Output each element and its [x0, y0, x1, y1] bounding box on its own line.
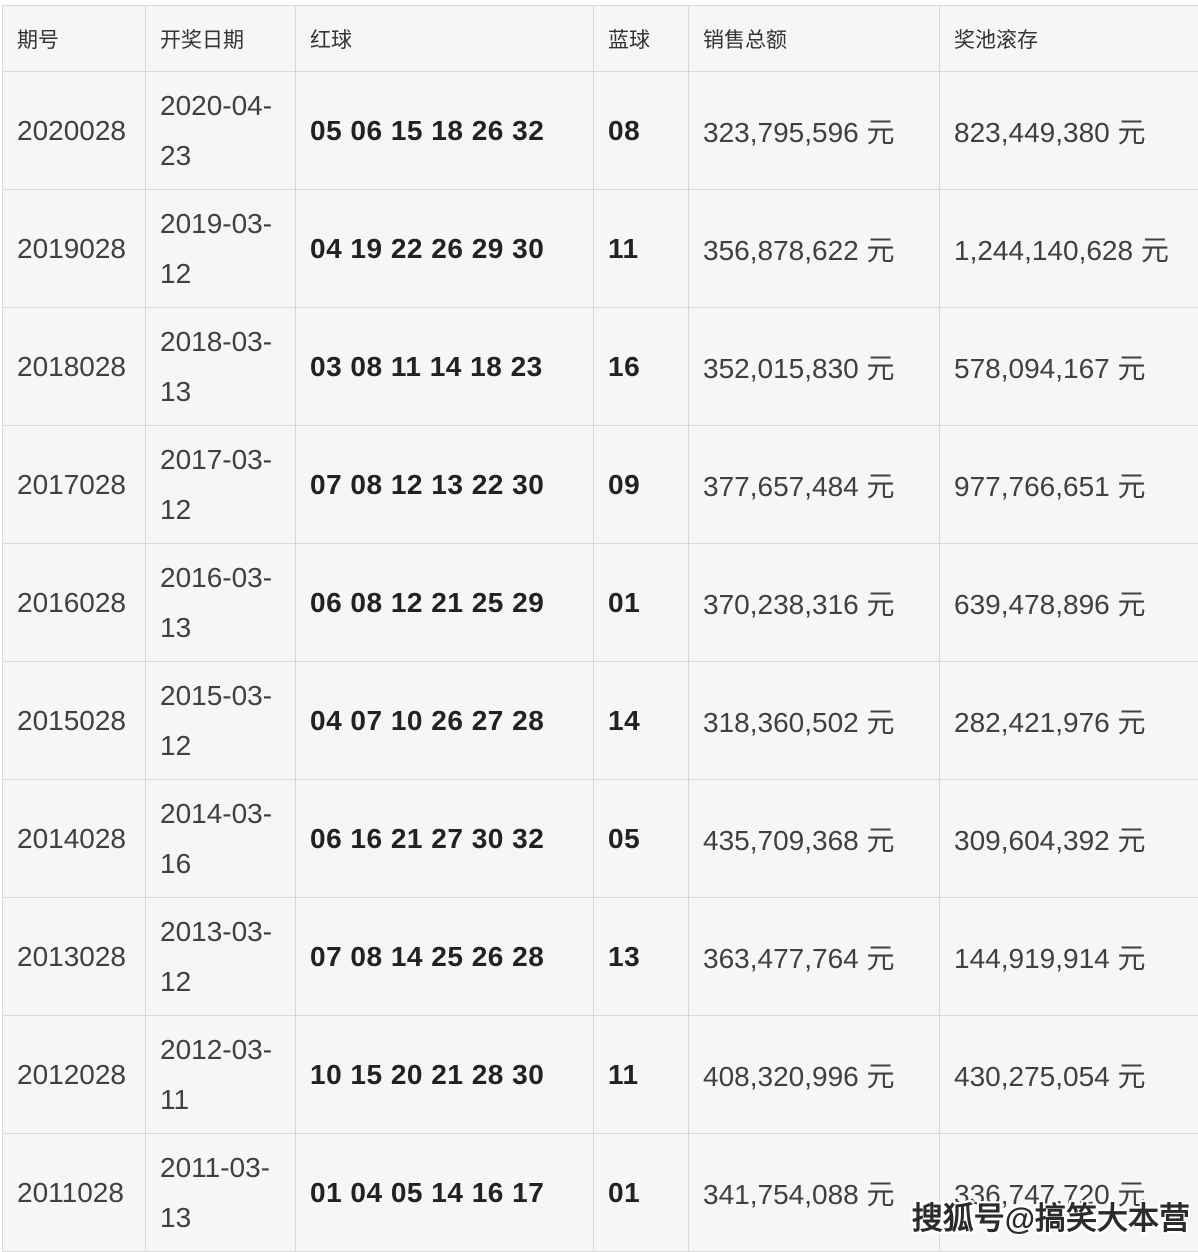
- cell-sales-total: 352,015,830 元: [689, 308, 940, 426]
- cell-red-balls: 05 06 15 18 26 32: [296, 72, 594, 190]
- cell-jackpot-rollover: 578,094,167 元: [940, 308, 1198, 426]
- cell-blue-ball: 16: [594, 308, 689, 426]
- cell-blue-ball: 05: [594, 780, 689, 898]
- cell-period: 2012028: [3, 1016, 146, 1134]
- cell-blue-ball: 09: [594, 426, 689, 544]
- cell-jackpot-rollover: 430,275,054 元: [940, 1016, 1198, 1134]
- cell-red-balls: 04 07 10 26 27 28: [296, 662, 594, 780]
- cell-date: 2018-03-13: [146, 308, 296, 426]
- cell-sales-total: 318,360,502 元: [689, 662, 940, 780]
- col-header-period: 期号: [3, 6, 146, 72]
- cell-period: 2020028: [3, 72, 146, 190]
- cell-sales-total: 377,657,484 元: [689, 426, 940, 544]
- cell-date: 2012-03-11: [146, 1016, 296, 1134]
- col-header-red-balls: 红球: [296, 6, 594, 72]
- cell-jackpot-rollover: 309,604,392 元: [940, 780, 1198, 898]
- cell-date: 2013-03-12: [146, 898, 296, 1016]
- cell-sales-total: 435,709,368 元: [689, 780, 940, 898]
- cell-red-balls: 07 08 12 13 22 30: [296, 426, 594, 544]
- col-header-draw-date: 开奖日期: [146, 6, 296, 72]
- cell-date: 2019-03-12: [146, 190, 296, 308]
- cell-date: 2016-03-13: [146, 544, 296, 662]
- cell-blue-ball: 08: [594, 72, 689, 190]
- cell-blue-ball: 13: [594, 898, 689, 1016]
- header-row: 期号 开奖日期 红球 蓝球 销售总额 奖池滚存: [3, 6, 1198, 72]
- cell-period: 2014028: [3, 780, 146, 898]
- cell-red-balls: 06 08 12 21 25 29: [296, 544, 594, 662]
- cell-red-balls: 04 19 22 26 29 30: [296, 190, 594, 308]
- cell-date: 2017-03-12: [146, 426, 296, 544]
- col-header-jackpot-rollover: 奖池滚存: [940, 6, 1198, 72]
- cell-red-balls: 10 15 20 21 28 30: [296, 1016, 594, 1134]
- cell-jackpot-rollover: 144,919,914 元: [940, 898, 1198, 1016]
- col-header-sales-total: 销售总额: [689, 6, 940, 72]
- cell-period: 2016028: [3, 544, 146, 662]
- cell-jackpot-rollover: 823,449,380 元: [940, 72, 1198, 190]
- cell-red-balls: 06 16 21 27 30 32: [296, 780, 594, 898]
- cell-sales-total: 370,238,316 元: [689, 544, 940, 662]
- cell-blue-ball: 14: [594, 662, 689, 780]
- cell-sales-total: 323,795,596 元: [689, 72, 940, 190]
- cell-period: 2018028: [3, 308, 146, 426]
- cell-sales-total: 408,320,996 元: [689, 1016, 940, 1134]
- cell-jackpot-rollover: 977,766,651 元: [940, 426, 1198, 544]
- cell-period: 2015028: [3, 662, 146, 780]
- cell-blue-ball: 01: [594, 544, 689, 662]
- cell-blue-ball: 11: [594, 1016, 689, 1134]
- cell-date: 2020-04-23: [146, 72, 296, 190]
- watermark: 搜狐号@搞笑大本营: [912, 1193, 1190, 1238]
- cell-period: 2017028: [3, 426, 146, 544]
- cell-red-balls: 03 08 11 14 18 23: [296, 308, 594, 426]
- cell-jackpot-rollover: 1,244,140,628 元: [940, 190, 1198, 308]
- cell-jackpot-rollover: 639,478,896 元: [940, 544, 1198, 662]
- cell-date: 2015-03-12: [146, 662, 296, 780]
- cell-sales-total: 363,477,764 元: [689, 898, 940, 1016]
- col-header-blue-ball: 蓝球: [594, 6, 689, 72]
- cell-red-balls: 07 08 14 25 26 28: [296, 898, 594, 1016]
- cell-blue-ball: 11: [594, 190, 689, 308]
- cell-date: 2014-03-16: [146, 780, 296, 898]
- cell-period: 2013028: [3, 898, 146, 1016]
- cell-jackpot-rollover: 282,421,976 元: [940, 662, 1198, 780]
- cell-sales-total: 356,878,622 元: [689, 190, 940, 308]
- cell-period: 2019028: [3, 190, 146, 308]
